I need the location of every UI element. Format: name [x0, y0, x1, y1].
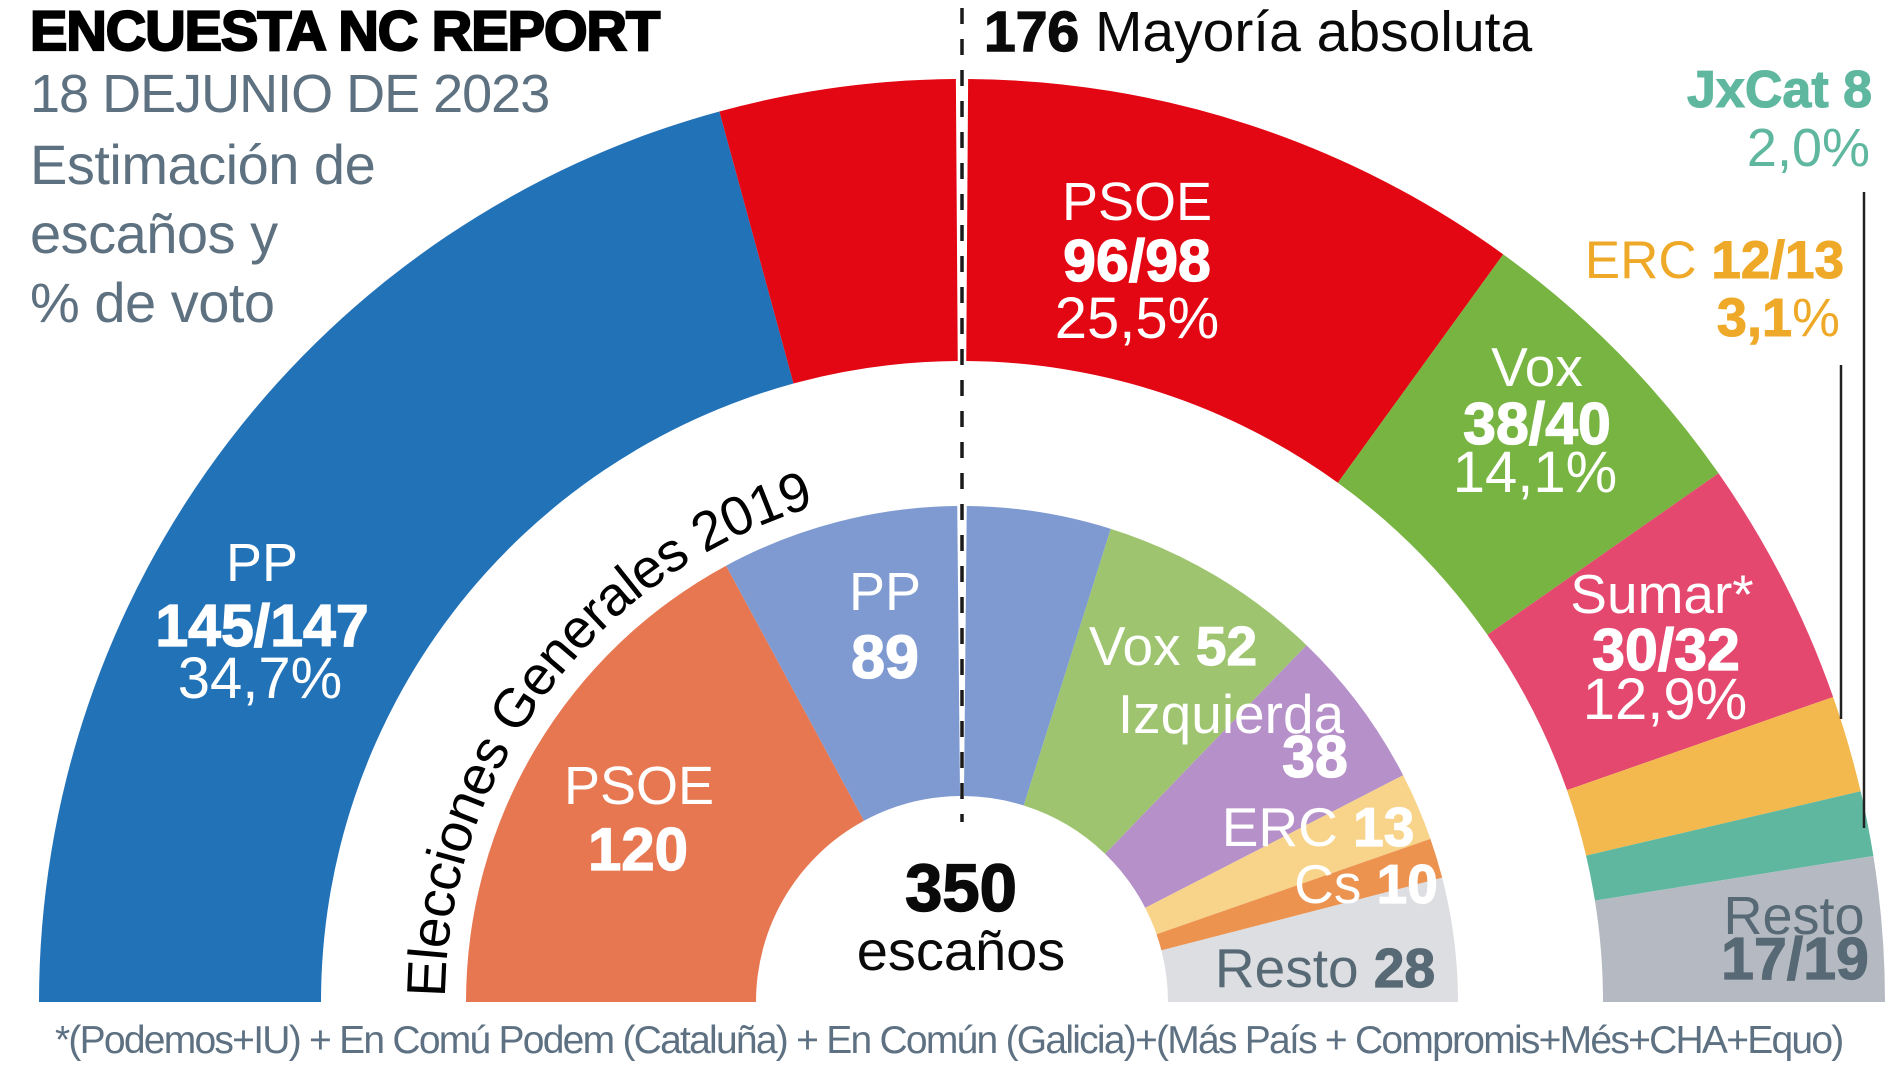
svg-text:38: 38: [1282, 724, 1348, 790]
svg-text:96/98: 96/98: [1063, 228, 1211, 294]
svg-text:Sumar*: Sumar*: [1570, 563, 1753, 625]
svg-text:120: 120: [588, 816, 688, 883]
svg-text:escaños: escaños: [857, 919, 1066, 982]
svg-text:Resto 28: Resto 28: [1215, 937, 1435, 999]
svg-text:PSOE: PSOE: [564, 756, 714, 816]
svg-text:PP: PP: [849, 562, 921, 622]
svg-text:3,1%: 3,1%: [1717, 288, 1840, 348]
svg-text:*(Podemos+IU) + En Comú Podem: *(Podemos+IU) + En Comú Podem (Cataluña)…: [55, 1019, 1843, 1062]
svg-text:18 DEJUNIO DE 2023: 18 DEJUNIO DE 2023: [30, 64, 549, 124]
svg-text:JxCat 8: JxCat 8: [1687, 61, 1872, 119]
svg-text:% de voto: % de voto: [30, 271, 275, 334]
svg-text:14,1%: 14,1%: [1453, 440, 1617, 505]
svg-text:ERC 12/13: ERC 12/13: [1585, 231, 1844, 290]
svg-text:30/32: 30/32: [1592, 617, 1740, 683]
svg-text:ERC 13: ERC 13: [1222, 796, 1415, 858]
svg-text:145/147: 145/147: [155, 593, 368, 659]
svg-text:Vox 52: Vox 52: [1089, 615, 1257, 677]
svg-text:Vox: Vox: [1491, 336, 1583, 398]
svg-text:PSOE: PSOE: [1062, 172, 1212, 232]
svg-text:176 Mayoría absoluta: 176 Mayoría absoluta: [984, 0, 1532, 64]
svg-text:escaños y: escaños y: [30, 202, 278, 265]
svg-text:Izquierda: Izquierda: [1118, 683, 1345, 745]
svg-text:Cs 10: Cs 10: [1294, 853, 1438, 915]
svg-text:2,0%: 2,0%: [1747, 118, 1870, 178]
svg-text:25,5%: 25,5%: [1055, 286, 1219, 351]
svg-text:PP: PP: [226, 533, 298, 593]
svg-text:89: 89: [851, 623, 919, 691]
svg-text:12,9%: 12,9%: [1583, 667, 1747, 732]
svg-text:38/40: 38/40: [1463, 391, 1611, 457]
svg-text:350: 350: [905, 851, 1017, 926]
svg-text:Resto: Resto: [1723, 886, 1864, 946]
svg-text:34,7%: 34,7%: [178, 646, 342, 711]
svg-text:ENCUESTA NC REPORT: ENCUESTA NC REPORT: [30, 0, 660, 62]
svg-text:17/19: 17/19: [1721, 926, 1869, 992]
svg-text:Estimación de: Estimación de: [30, 133, 375, 196]
